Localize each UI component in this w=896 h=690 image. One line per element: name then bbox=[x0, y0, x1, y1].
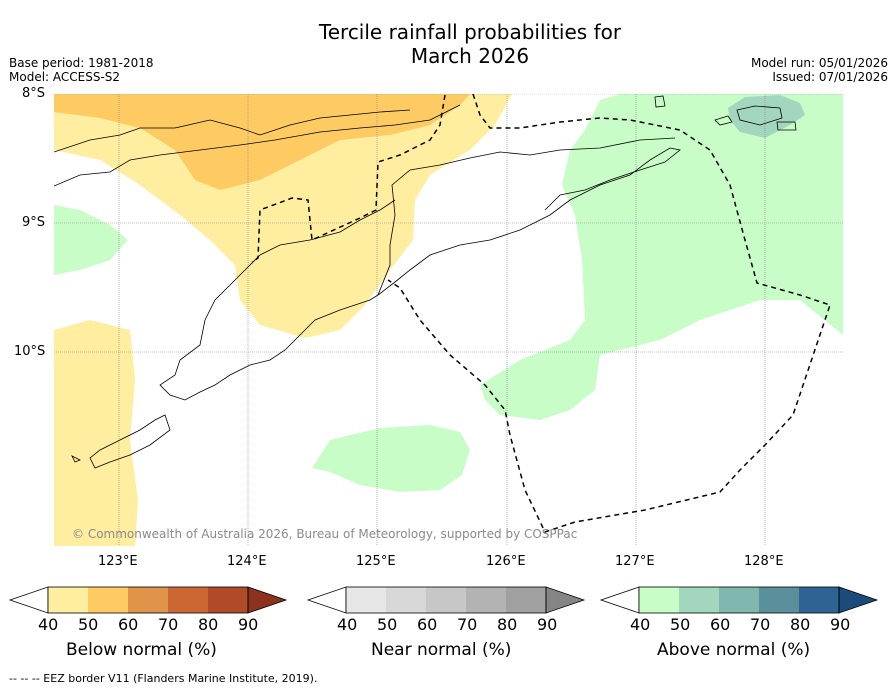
cb2-swatch-4 bbox=[466, 587, 506, 613]
cb3-label: Above normal (%) bbox=[657, 640, 811, 660]
map-area bbox=[54, 94, 843, 546]
cb2-frame bbox=[345, 586, 547, 614]
lon-label-125e: 125°E bbox=[356, 554, 396, 569]
cb2-swatch-3 bbox=[426, 587, 466, 613]
cb1-extend-high bbox=[247, 586, 288, 614]
above-normal-region-east bbox=[480, 94, 843, 420]
cb1-tick-80: 80 bbox=[198, 615, 219, 634]
cb3-frame bbox=[638, 586, 840, 614]
cb1-extend-low bbox=[8, 586, 49, 614]
cb1-label: Below normal (%) bbox=[66, 640, 217, 660]
lat-label-8s: 8°S bbox=[22, 86, 46, 101]
lon-label-128e: 128°E bbox=[744, 554, 784, 569]
cb1-swatch-2 bbox=[88, 587, 128, 613]
above-normal-region-strong bbox=[728, 95, 805, 138]
map-title: Tercile rainfall probabilities for March… bbox=[0, 20, 896, 68]
cb3-tick-70: 70 bbox=[750, 615, 771, 634]
cb2-swatch-1 bbox=[346, 587, 386, 613]
graticule bbox=[54, 94, 843, 546]
lon-label-124e: 124°E bbox=[227, 554, 267, 569]
cb3-swatch-1 bbox=[639, 587, 679, 613]
below-normal-region-north bbox=[54, 94, 512, 338]
copyright-notice: © Commonwealth of Australia 2026, Bureau… bbox=[72, 527, 578, 541]
lon-label-123e: 123°E bbox=[98, 554, 138, 569]
cb2-swatch-2 bbox=[386, 587, 426, 613]
title-line-2: March 2026 bbox=[410, 44, 530, 68]
cb3-tick-40: 40 bbox=[630, 615, 651, 634]
cb2-tick-60: 60 bbox=[417, 615, 438, 634]
cb1-swatch-4 bbox=[168, 587, 208, 613]
cb3-tick-80: 80 bbox=[790, 615, 811, 634]
cb3-extend-low bbox=[599, 586, 640, 614]
cb2-tick-70: 70 bbox=[457, 615, 478, 634]
meta-left: Base period: 1981-2018 Model: ACCESS-S2 bbox=[9, 56, 154, 84]
cb3-swatch-3 bbox=[719, 587, 759, 613]
model-run: Model run: 05/01/2026 bbox=[750, 56, 888, 70]
base-period: Base period: 1981-2018 bbox=[9, 56, 154, 70]
eez-border bbox=[251, 94, 831, 533]
eez-footer-note: -- -- -- EEZ border V11 (Flanders Marine… bbox=[9, 672, 318, 685]
cb2-tick-90: 90 bbox=[537, 615, 558, 634]
title-line-1: Tercile rainfall probabilities for bbox=[318, 20, 622, 44]
below-normal-region-south bbox=[54, 320, 138, 546]
cb1-tick-40: 40 bbox=[38, 615, 59, 634]
cb2-tick-40: 40 bbox=[337, 615, 358, 634]
cb2-tick-50: 50 bbox=[377, 615, 398, 634]
cb3-extend-high bbox=[838, 586, 879, 614]
model-name: Model: ACCESS-S2 bbox=[9, 70, 121, 84]
cb3-tick-60: 60 bbox=[710, 615, 731, 634]
cb1-swatch-3 bbox=[128, 587, 168, 613]
cb1-frame bbox=[47, 586, 249, 614]
cb1-swatch-5 bbox=[208, 587, 248, 613]
cb3-tick-50: 50 bbox=[670, 615, 691, 634]
cb3-tick-90: 90 bbox=[830, 615, 851, 634]
coastline bbox=[54, 95, 797, 469]
cb2-label: Near normal (%) bbox=[371, 640, 512, 660]
meta-right: Model run: 05/01/2026 Issued: 07/01/2026 bbox=[751, 56, 888, 84]
cb1-tick-50: 50 bbox=[78, 615, 99, 634]
lon-label-127e: 127°E bbox=[615, 554, 655, 569]
cb1-tick-60: 60 bbox=[118, 615, 139, 634]
issued-date: Issued: 07/01/2026 bbox=[772, 70, 888, 84]
cb2-tick-80: 80 bbox=[497, 615, 518, 634]
cb1-tick-70: 70 bbox=[158, 615, 179, 634]
cb3-swatch-5 bbox=[799, 587, 839, 613]
cb1-swatch-1 bbox=[48, 587, 88, 613]
lat-label-10s: 10°S bbox=[14, 344, 46, 359]
cb3-swatch-4 bbox=[759, 587, 799, 613]
cb3-swatch-2 bbox=[679, 587, 719, 613]
cb2-extend-high bbox=[545, 586, 586, 614]
lat-label-9s: 9°S bbox=[22, 215, 46, 230]
above-normal-region-south bbox=[312, 425, 470, 492]
lon-label-126e: 126°E bbox=[486, 554, 526, 569]
cb1-tick-90: 90 bbox=[238, 615, 259, 634]
above-normal-region-west bbox=[54, 205, 128, 275]
cb2-extend-low bbox=[306, 586, 347, 614]
cb2-swatch-5 bbox=[506, 587, 546, 613]
